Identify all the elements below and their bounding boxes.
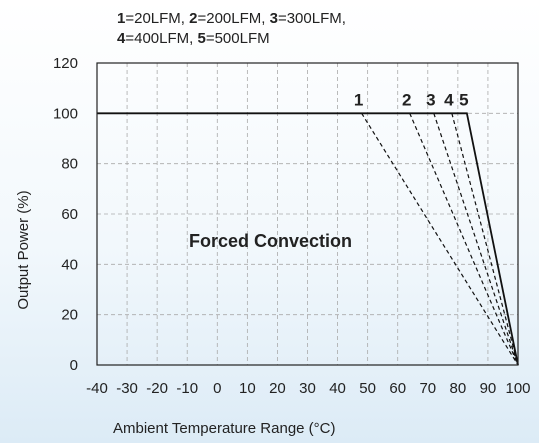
x-tick-label: 20 bbox=[269, 380, 286, 397]
x-tick-label: 10 bbox=[239, 380, 256, 397]
grid-lines bbox=[97, 63, 518, 365]
curve-label-3: 3 bbox=[426, 90, 435, 109]
y-tick-label: 40 bbox=[61, 256, 78, 273]
x-tick-label: 60 bbox=[389, 380, 406, 397]
legend-number: 3 bbox=[270, 10, 278, 27]
x-tick-label: 90 bbox=[480, 380, 497, 397]
x-tick-label: -30 bbox=[116, 380, 138, 397]
x-axis-title: Ambient Temperature Range (°C) bbox=[113, 420, 336, 437]
legend-number: 1 bbox=[117, 10, 125, 27]
chart-legend: 1=20LFM, 2=200LFM, 3=300LFM, 4=400LFM, 5… bbox=[117, 10, 346, 47]
series-line-3 bbox=[433, 113, 519, 366]
legend-number: 2 bbox=[189, 10, 197, 27]
x-tick-label: -20 bbox=[146, 380, 168, 397]
y-tick-label: 60 bbox=[61, 206, 78, 223]
x-tick-label: -40 bbox=[86, 380, 108, 397]
y-tick-label: 20 bbox=[61, 307, 78, 324]
y-tick-label: 100 bbox=[53, 105, 78, 122]
x-tick-labels: -40 -30 -20 -10 0 10 20 30 40 50 60 70 80 90 100 bbox=[86, 380, 530, 397]
plot-frame bbox=[96, 62, 519, 366]
x-tick-label: 100 bbox=[505, 380, 530, 397]
y-tick-label: 0 bbox=[70, 357, 78, 374]
y-tick-labels: 0 20 40 60 80 100 120 bbox=[53, 55, 78, 374]
legend-number: 4 bbox=[117, 30, 126, 47]
legend-text: =500LFM bbox=[206, 30, 270, 47]
x-tick-label: 70 bbox=[419, 380, 436, 397]
legend-line-2: 4=400LFM, 5=500LFM bbox=[117, 30, 270, 47]
x-tick-label: 30 bbox=[299, 380, 316, 397]
series-line-2 bbox=[409, 113, 519, 366]
legend-line-1: 1=20LFM, 2=200LFM, 3=300LFM, bbox=[117, 10, 346, 27]
y-tick-label: 80 bbox=[61, 156, 78, 173]
x-tick-label: 50 bbox=[359, 380, 376, 397]
legend-text: =20LFM, bbox=[125, 10, 189, 27]
x-tick-label: 40 bbox=[329, 380, 346, 397]
curve-label-2: 2 bbox=[402, 90, 411, 109]
x-tick-label: 0 bbox=[213, 380, 221, 397]
y-tick-label: 120 bbox=[53, 55, 78, 72]
y-axis-title: Output Power (%) bbox=[15, 190, 32, 309]
series-lines bbox=[97, 112, 519, 366]
annotation-forced-convection: Forced Convection bbox=[189, 231, 352, 251]
curve-label-1: 1 bbox=[354, 90, 363, 109]
legend-text: =200LFM, bbox=[197, 10, 269, 27]
series-line-1 bbox=[361, 113, 519, 366]
x-tick-label: 80 bbox=[450, 380, 467, 397]
series-line-5 bbox=[97, 112, 519, 366]
curve-label-5: 5 bbox=[459, 90, 468, 109]
series-line-4 bbox=[451, 113, 519, 366]
x-tick-label: -10 bbox=[176, 380, 198, 397]
curve-label-4: 4 bbox=[444, 90, 454, 109]
legend-text: =400LFM, bbox=[125, 30, 197, 47]
legend-number: 5 bbox=[197, 30, 205, 47]
legend-text: =300LFM, bbox=[278, 10, 346, 27]
